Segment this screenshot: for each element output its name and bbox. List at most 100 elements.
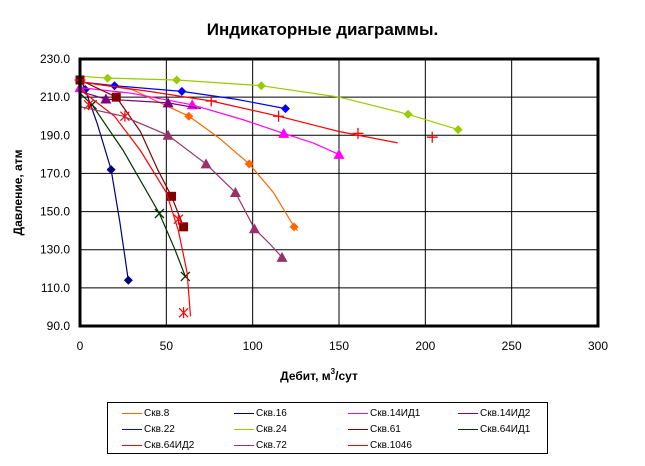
data-point-plus [273,110,285,122]
data-point-x [154,208,165,219]
legend-item: Скв.64ИД2 [122,440,194,451]
legend-swatch [458,429,478,430]
series-group [74,73,463,319]
data-point-plus [205,95,217,107]
x-tick-label: 100 [243,339,263,353]
data-point-triangle [229,187,241,197]
legend-item: Скв.14ИД1 [348,408,420,419]
data-point-diamond [172,75,182,85]
data-point-asterisk [178,307,189,319]
data-point-triangle [200,158,212,169]
x-tick-label: 50 [160,339,174,353]
legend-swatch [234,413,254,414]
data-point-triangle [162,129,174,140]
legend-item: Скв.24 [234,424,287,435]
y-tick-label: 170.0 [40,166,70,180]
series-line [79,81,299,232]
chart-title: Индикаторные диаграммы. [206,20,439,39]
data-point-plus [426,131,438,143]
legend-label: Скв.64ИД2 [144,440,195,451]
series-8 [79,89,192,319]
legend-swatch [122,413,142,414]
data-point-diamond [280,104,290,114]
y-tick-label: 190.0 [40,128,70,142]
data-point-diamond [103,73,113,83]
legend-label: Скв.61 [370,424,401,435]
x-tick-label: 250 [502,339,522,353]
data-point-diamond [403,109,413,119]
y-tick-labels: 90.0 110.0 130.0 150.0 170.0 190.0 210.0 230.0 [40,52,70,333]
x-axis-label: Дебит, м3/сут [280,367,358,383]
legend-item: Скв.1046 [348,440,412,451]
data-point-diamond [177,86,187,96]
data-point-triangle [333,148,345,159]
legend-swatch [234,445,254,446]
legend-swatch [122,445,142,446]
y-tick-label: 130.0 [40,243,70,257]
x-tick-label: 150 [329,339,349,353]
legend-item: Скв.14ИД2 [458,408,530,419]
data-point-triangle [276,251,288,262]
data-point-triangle [162,97,174,108]
x-tick-label: 0 [77,339,84,353]
x-axis-label-main: Дебит, м [280,369,331,383]
data-point-diamond [256,81,266,91]
data-point-asterisk [173,213,184,225]
legend-swatch [458,413,478,414]
legend-item: Скв.64ИД1 [458,424,530,435]
data-point-plus [352,127,364,139]
series-line [79,79,185,228]
legend-swatch [234,429,254,430]
chart-svg: 0 50 100 150 200 250 300 90.0 110.0 130.0 150.0 17… [11,52,609,383]
data-point-square [167,191,177,201]
data-point-triangle [100,93,112,104]
y-axis-label: Давление, атм [11,149,25,235]
data-point-diamond [244,159,254,169]
data-point-diamond [453,125,463,135]
legend-swatch [348,413,368,414]
legend-label: Скв.24 [256,424,287,435]
series-line [79,89,192,317]
series-4 [79,81,290,114]
series-10 [74,74,438,144]
y-tick-label: 230.0 [40,52,70,66]
series-line [79,81,398,144]
x-tick-label: 200 [415,339,435,353]
series-9 [79,106,288,262]
y-tick-label: 110.0 [41,281,70,295]
plot-frame [78,57,600,328]
y-tick-label: 90.0 [47,319,71,333]
x-axis-label-sup: 3 [331,367,336,376]
legend-label: Скв.22 [144,424,175,435]
legend-label: Скв.8 [144,408,170,419]
legend-swatch [348,429,368,430]
data-point-square [111,92,121,102]
legend-label: Скв.72 [256,440,287,451]
legend-swatch [348,445,368,446]
legend-item: Скв.22 [122,424,175,435]
data-point-diamond [289,222,299,232]
grid-lines [79,58,599,327]
legend-label: Скв.1046 [370,440,412,451]
data-point-square [179,222,189,232]
series-3 [79,90,202,110]
x-tick-labels: 0 50 100 150 200 250 300 [77,339,609,353]
legend-swatch [122,429,142,430]
legend-item: Скв.16 [234,408,287,419]
legend-label: Скв.14ИД2 [480,408,531,419]
legend: Скв.8 Скв.16 Скв.14ИД1 Скв.14ИД2 Скв.22 Скв.2… [107,402,548,454]
legend-item: Скв.8 [122,408,169,419]
data-point-diamond [106,165,116,175]
data-point-diamond [110,81,120,91]
series-line [79,87,340,155]
series-line [79,90,202,110]
legend-label: Скв.14ИД1 [370,408,421,419]
legend-item: Скв.61 [348,424,401,435]
series-line [79,106,283,258]
legend-label: Скв.64ИД1 [480,424,531,435]
legend-item: Скв.72 [234,440,287,451]
data-point-asterisk [119,110,130,122]
series-5 [79,73,463,135]
legend-label: Скв.16 [256,408,287,419]
y-tick-label: 210.0 [40,90,70,104]
